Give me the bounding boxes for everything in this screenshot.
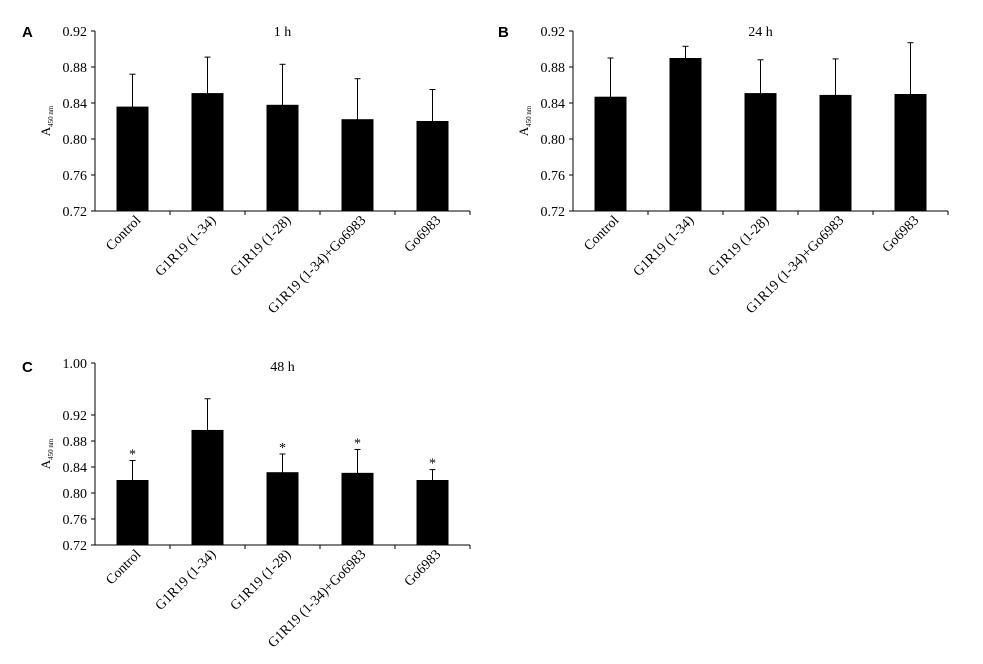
x-tick-label: Go6983 (402, 213, 445, 256)
bar (669, 58, 702, 211)
y-tick-label: 0.76 (541, 169, 566, 184)
y-tick-label: 0.76 (63, 169, 88, 184)
y-tick-label: 0.76 (63, 513, 88, 528)
panel-letter: C (22, 359, 33, 376)
y-tick-label: 1.00 (63, 357, 88, 372)
x-tick-label: Control (103, 213, 144, 254)
y-tick-label: 0.84 (63, 461, 88, 476)
y-tick-label: 0.72 (63, 539, 88, 554)
y-tick-label: 0.72 (63, 205, 88, 220)
significance-marker: * (354, 436, 361, 451)
x-tick-label: Control (581, 213, 622, 254)
y-tick-label: 0.84 (541, 97, 566, 112)
bar-chart: 0.72 0.76 0.80 0.84 0.88 0.92 1.00 A450 nm 48 h *… (38, 357, 471, 651)
x-tick-label: G1R19 (1-28) (228, 213, 295, 280)
bar-chart: 0.72 0.76 0.80 0.84 0.88 0.92 A450 nm 1 h Contro… (38, 25, 471, 317)
y-tick-label: 0.92 (63, 409, 88, 424)
chart-panel-a: A 0.72 0.76 0.80 0.84 0.88 0.92 A450 nm 1 h Cont… (0, 0, 480, 320)
y-tick-label: 0.92 (63, 25, 88, 40)
x-tick-label: G1R19 (1-28) (706, 213, 773, 280)
x-tick-label: G1R19 (1-34) (153, 547, 220, 614)
y-axis-label: A450 nm (516, 105, 533, 136)
significance-marker: * (279, 441, 286, 456)
y-tick-label: 0.84 (63, 97, 88, 112)
x-tick-label: G1R19 (1-34) (153, 213, 220, 280)
y-axis-label: A450 nm (38, 105, 55, 136)
x-tick-label: Go6983 (402, 547, 445, 590)
x-tick-label: G1R19 (1-28) (228, 547, 295, 614)
y-tick-label: 0.80 (63, 133, 88, 148)
y-tick-label: 0.88 (541, 61, 566, 76)
y-tick-label: 0.88 (63, 435, 88, 450)
y-tick-label: 0.80 (541, 133, 566, 148)
y-tick-label: 0.80 (63, 487, 88, 502)
chart-panel-b: B 0.72 0.76 0.80 0.84 0.88 0.92 A450 nm 24 h Con… (478, 0, 958, 320)
y-tick-label: 0.92 (541, 25, 566, 40)
panel-letter: A (22, 24, 33, 41)
y-axis-label: A450 nm (38, 438, 55, 469)
chart-title: 1 h (274, 25, 292, 40)
x-tick-label: G1R19 (1-34) (631, 213, 698, 280)
chart-title: 48 h (270, 360, 295, 375)
y-tick-label: 0.72 (541, 205, 566, 220)
chart-panel-c: C 0.72 0.76 0.80 0.84 0.88 0.92 1.00 A450 nm 48 … (0, 333, 480, 653)
panel-letter: B (498, 24, 509, 41)
bar-chart: 0.72 0.76 0.80 0.84 0.88 0.92 A450 nm 24 h Contr… (516, 25, 949, 317)
chart-title: 24 h (748, 25, 773, 40)
significance-marker: * (129, 448, 136, 463)
y-tick-label: 0.88 (63, 61, 88, 76)
significance-marker: * (429, 457, 436, 472)
x-tick-label: Control (103, 547, 144, 588)
x-tick-label: Go6983 (880, 213, 923, 256)
